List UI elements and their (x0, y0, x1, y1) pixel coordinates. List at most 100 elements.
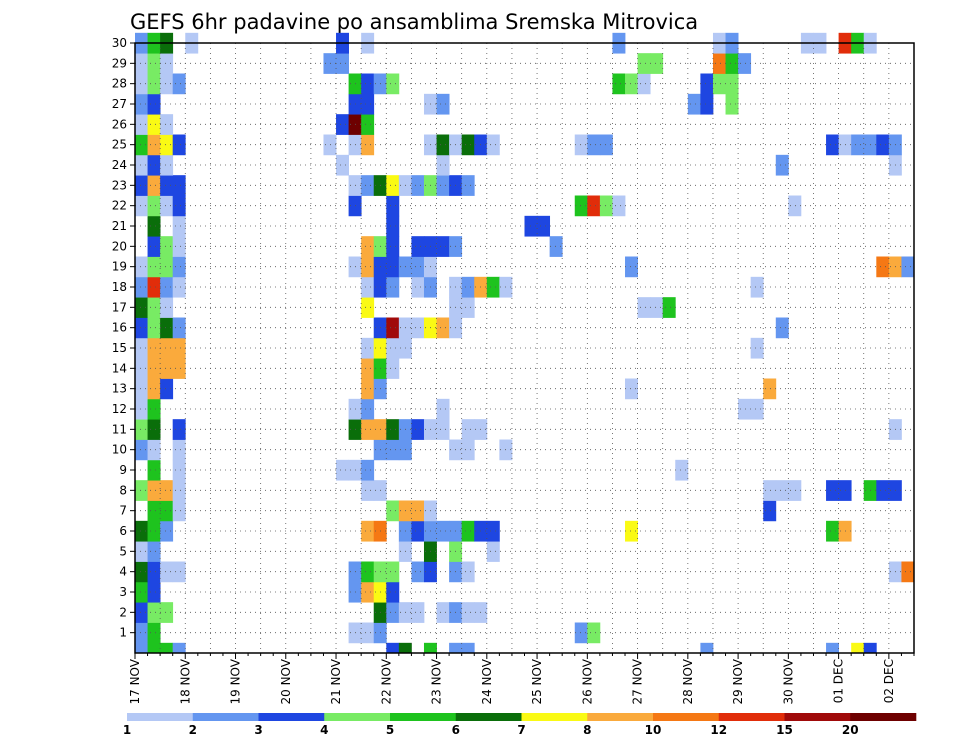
heatmap-cell (147, 480, 161, 501)
y-tick-label: 4 (119, 565, 127, 579)
heatmap-cell (160, 297, 174, 318)
heatmap-cell (147, 93, 161, 115)
heatmap-cell (147, 276, 161, 298)
heatmap-cell (147, 114, 161, 135)
heatmap-cell (147, 419, 161, 440)
y-tick-label: 5 (119, 544, 127, 558)
heatmap-cell (361, 561, 375, 583)
y-tick-label: 10 (112, 443, 127, 457)
heatmap-cell (537, 215, 551, 237)
heatmap-cell (172, 500, 186, 522)
heatmap-cell (574, 195, 588, 217)
heatmap-cell (135, 53, 148, 74)
heatmap-cell (436, 134, 450, 156)
heatmap-cell (135, 297, 148, 318)
y-tick-label: 23 (112, 178, 127, 192)
heatmap-cell (625, 73, 638, 95)
heatmap-cell (135, 276, 148, 298)
heatmap-cell (147, 398, 161, 420)
y-tick-label: 9 (119, 463, 127, 477)
heatmap-cell (361, 459, 375, 481)
heatmap-cell (361, 276, 375, 298)
heatmap-cell (147, 256, 161, 278)
heatmap-cell (486, 276, 500, 298)
colorbar-tick-label: 4 (320, 723, 328, 737)
heatmap-cell (336, 459, 349, 481)
y-tick-label: 8 (119, 483, 127, 497)
heatmap-cell (826, 642, 840, 654)
heatmap-cell (147, 53, 161, 74)
y-tick-label: 27 (112, 97, 127, 111)
heatmap-cell (160, 175, 174, 196)
heatmap-cell (135, 561, 148, 583)
heatmap-cell (361, 134, 375, 156)
plot-border (134, 42, 915, 654)
y-tick-label: 21 (112, 219, 127, 233)
heatmap-cell (361, 73, 375, 95)
heatmap-cell (411, 236, 425, 257)
y-tick-label: 18 (112, 280, 127, 294)
y-tick-label: 20 (112, 239, 127, 253)
heatmap-cell (775, 480, 789, 501)
heatmap-cell (436, 154, 450, 176)
heatmap-cell (612, 195, 626, 217)
heatmap-cell (386, 419, 400, 440)
x-tick-label: 27 NOV (631, 658, 645, 704)
heatmap-cell (436, 175, 450, 196)
y-tick-label: 13 (112, 382, 127, 396)
heatmap-cell (826, 134, 840, 156)
heatmap-cell (135, 480, 148, 501)
heatmap-cell (411, 500, 425, 522)
heatmap-cell (750, 398, 764, 420)
x-tick-label: 24 NOV (480, 658, 494, 704)
heatmap-cell (147, 337, 161, 359)
x-axis-ticks: 17 NOV 18 NOV 19 NOV 20 NOV 21 NOV 22 NOV 23 N… (128, 653, 915, 705)
y-tick-label: 17 (112, 300, 127, 314)
y-tick-label: 29 (112, 56, 127, 70)
heatmap-cell (135, 256, 148, 278)
heatmap-cell (160, 154, 174, 176)
heatmap-cell (411, 520, 425, 542)
x-tick-label: 17 NOV (128, 658, 142, 704)
heatmap-cell (172, 134, 186, 156)
colorbar-swatch (324, 713, 391, 721)
colorbar-tick-label: 10 (645, 723, 662, 737)
heatmap-cell (738, 53, 752, 74)
heatmap-cell (574, 134, 588, 156)
heatmap-cell (386, 581, 400, 603)
y-tick-label: 1 (119, 626, 127, 640)
colorbar: 1 2 3 4 5 6 7 8 10 12 15 20 (123, 713, 917, 737)
heatmap-cell (147, 520, 161, 542)
heatmap-cell (700, 642, 714, 654)
heatmap-cell (147, 154, 161, 176)
heatmap-cell (574, 622, 588, 644)
heatmap-cell (637, 297, 651, 318)
heatmap-cell (336, 154, 349, 176)
heatmap-cell (788, 480, 802, 501)
x-tick-label: 01 DEC (832, 659, 846, 703)
heatmap-cell (461, 439, 475, 461)
heatmap-cell (411, 175, 425, 196)
colorbar-tick-label: 12 (710, 723, 727, 737)
heatmap-cell (876, 134, 890, 156)
heatmap-cell (361, 581, 375, 603)
heatmap-cell (386, 439, 400, 461)
heatmap-cell (461, 520, 475, 542)
heatmap-cell (336, 53, 349, 74)
heatmap-cell (172, 337, 186, 359)
heatmap-cell (687, 93, 701, 115)
heatmap-cell (386, 317, 400, 339)
y-tick-label: 30 (112, 36, 127, 50)
heatmap-cell (361, 337, 375, 359)
heatmap-cell (160, 642, 174, 654)
heatmap-cell (135, 439, 148, 461)
heatmap-cell (160, 337, 174, 359)
heatmap-cell (725, 53, 739, 74)
heatmap-cell (147, 73, 161, 95)
heatmap-cell (826, 520, 840, 542)
colorbar-swatch (127, 713, 194, 721)
heatmap-cell (386, 195, 400, 217)
heatmap-cell (172, 73, 186, 95)
heatmap-cell (826, 480, 840, 501)
heatmap-cell (135, 73, 148, 95)
